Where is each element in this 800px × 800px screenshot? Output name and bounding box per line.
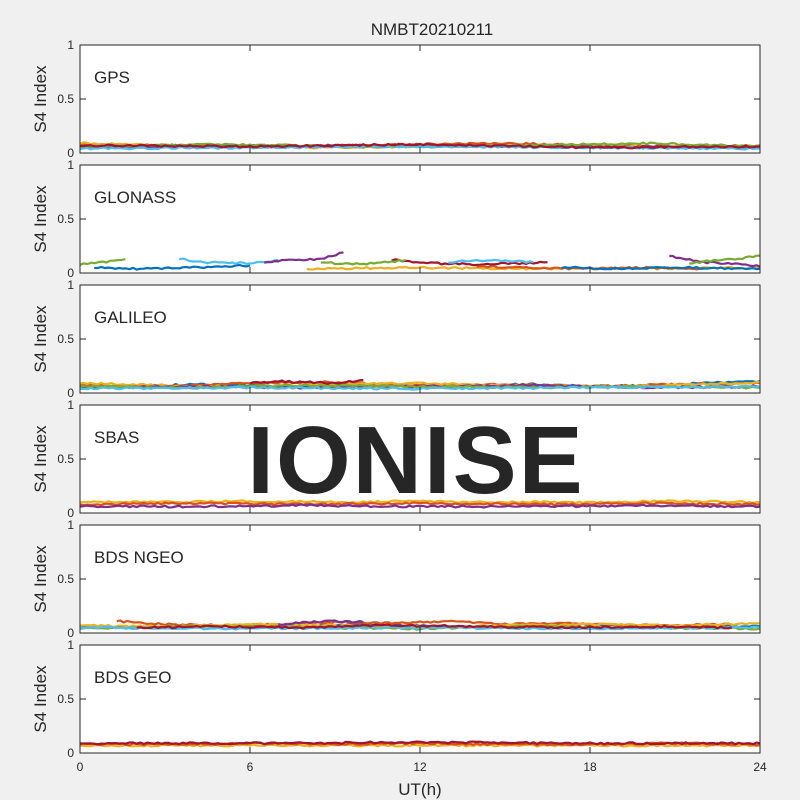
series-track xyxy=(391,258,548,267)
series-track xyxy=(79,743,761,748)
panel-label: BDS GEO xyxy=(94,668,171,687)
series-track xyxy=(79,257,126,266)
series-track xyxy=(320,258,407,266)
x-tick-label: 0 xyxy=(77,760,84,774)
panel-glonass: 0 0.5 1 GLONASS S4 Index xyxy=(31,158,761,280)
series-track xyxy=(689,254,760,265)
y-tick-label: 1 xyxy=(67,38,74,52)
series-track xyxy=(448,258,534,264)
y-tick-label: 1 xyxy=(67,638,74,652)
y-tick-label: 0 xyxy=(67,506,74,520)
panel-gps: 0 0.5 1 GPS S4 Index xyxy=(31,38,761,160)
series-track xyxy=(264,251,344,264)
plot-area xyxy=(80,285,760,393)
plot-area xyxy=(80,405,760,513)
x-axis-label: UT(h) xyxy=(398,780,441,799)
panel-label: GLONASS xyxy=(94,188,176,207)
panel-bds-ngeo: 0 0.5 1 BDS NGEO S4 Index xyxy=(31,518,761,640)
y-tick-label: 1 xyxy=(67,158,74,172)
y-axis-label: S4 Index xyxy=(31,665,50,733)
plot-area xyxy=(80,45,760,153)
watermark-text: IONISE xyxy=(247,407,584,514)
y-tick-label: 0.5 xyxy=(57,692,74,706)
y-tick-label: 0 xyxy=(67,266,74,280)
y-tick-label: 0.5 xyxy=(57,572,74,586)
y-tick-label: 1 xyxy=(67,278,74,292)
series-track xyxy=(94,263,251,271)
y-axis-label: S4 Index xyxy=(31,425,50,493)
panel-label: SBAS xyxy=(94,428,139,447)
panel-bds-geo: 0 0.5 1 0 6 12 18 24 BDS GEO S4 Index xyxy=(31,638,767,774)
series-track xyxy=(136,623,732,630)
y-tick-label: 1 xyxy=(67,518,74,532)
y-tick-label: 1 xyxy=(67,398,74,412)
x-tick-label: 24 xyxy=(753,760,767,774)
y-tick-label: 0 xyxy=(67,626,74,640)
panel-label: GPS xyxy=(94,68,130,87)
series-track xyxy=(278,619,364,626)
y-axis-label: S4 Index xyxy=(31,185,50,253)
series-track xyxy=(79,740,761,746)
plot-area xyxy=(80,165,760,273)
chart-title: NMBT20210211 xyxy=(371,20,494,39)
series-track xyxy=(178,257,279,265)
y-tick-label: 0.5 xyxy=(57,332,74,346)
y-tick-label: 0 xyxy=(67,386,74,400)
series-track xyxy=(79,142,761,150)
y-tick-label: 0.5 xyxy=(57,92,74,106)
y-tick-label: 0 xyxy=(67,746,74,760)
panel-label: GALILEO xyxy=(94,308,167,327)
y-tick-label: 0.5 xyxy=(57,212,74,226)
plot-area xyxy=(80,525,760,633)
y-tick-label: 0.5 xyxy=(57,452,74,466)
panel-label: BDS NGEO xyxy=(94,548,184,567)
y-axis-label: S4 Index xyxy=(31,305,50,373)
x-tick-label: 6 xyxy=(247,760,254,774)
plot-area xyxy=(80,645,760,753)
panel-galileo: 0 0.5 1 GALILEO S4 Index xyxy=(31,278,761,400)
series-track xyxy=(79,501,761,507)
series-track xyxy=(669,254,761,268)
y-axis-label: S4 Index xyxy=(31,545,50,613)
series-track xyxy=(249,378,364,385)
x-tick-label: 18 xyxy=(583,760,597,774)
panel-sbas: IONISE 0 0.5 1 SBAS S4 Index xyxy=(31,398,761,520)
y-axis-label: S4 Index xyxy=(31,65,50,133)
panels-group: 0 0.5 1 GPS S4 Index 0 0.5 1 GLONASS S4 Index 0 0.5… xyxy=(31,38,767,774)
y-tick-label: 0 xyxy=(67,146,74,160)
series-track xyxy=(79,503,761,509)
series-track xyxy=(561,265,761,271)
x-tick-label: 12 xyxy=(413,760,427,774)
